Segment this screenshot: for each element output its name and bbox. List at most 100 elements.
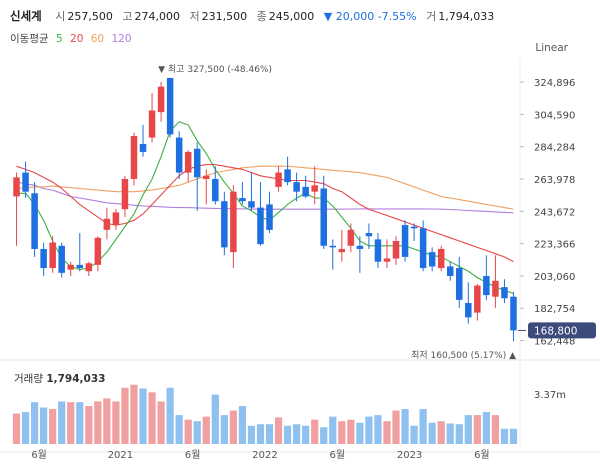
- candle: [401, 220, 409, 262]
- volume-bar: [356, 422, 364, 444]
- volume-bar: [166, 387, 174, 444]
- time-axis-label: 2021: [108, 450, 133, 461]
- volume-bar: [274, 417, 283, 444]
- volume-bar: [419, 409, 427, 444]
- volume-bar: [148, 392, 156, 444]
- candle: [437, 245, 445, 272]
- candle-body: [284, 169, 291, 183]
- low-annotation: 최저 160,500 (5.17%) ▲: [411, 350, 516, 361]
- volume-bar: [410, 425, 418, 444]
- time-axis-label: 6월: [330, 449, 346, 461]
- low-value: 231,500: [201, 10, 248, 23]
- candle-body: [365, 233, 373, 237]
- change-value: ▼ 20,000 -7.55%: [323, 10, 417, 23]
- candle: [85, 261, 93, 276]
- volume-bar: [30, 402, 39, 444]
- time-axis-label: 6월: [474, 449, 490, 461]
- price-tick-label: 182,754: [534, 304, 575, 315]
- ma60-line: [16, 165, 514, 210]
- ma-20[interactable]: 20: [70, 33, 84, 45]
- high-label: 고: [122, 10, 133, 23]
- candle-body: [419, 228, 427, 269]
- volume-bar: [40, 407, 48, 444]
- volume-panel-value: 1,794,033: [46, 373, 105, 385]
- volume-bar: [247, 425, 256, 444]
- price-tick-label: 203,060: [534, 272, 575, 283]
- candle-body: [401, 225, 409, 257]
- candle: [49, 236, 56, 273]
- price-tick-label: 162,448: [534, 337, 575, 348]
- candle: [121, 175, 129, 218]
- candle: [338, 229, 346, 262]
- moving-average-legend[interactable]: 이동평균 5 20 60 120: [10, 31, 136, 46]
- candle-body: [383, 258, 391, 262]
- volume-bar: [130, 384, 138, 444]
- volume-bar: [320, 427, 328, 444]
- volume-bar: [365, 416, 373, 444]
- candle: [275, 166, 282, 192]
- candle: [230, 185, 237, 269]
- candle-body: [275, 172, 282, 187]
- candle: [465, 282, 472, 324]
- candle-body: [203, 175, 210, 179]
- candle-body: [474, 285, 481, 313]
- candle: [483, 255, 490, 300]
- time-axis-label: 2022: [252, 450, 277, 461]
- grid-lines: [0, 60, 600, 453]
- volume-bar: [347, 419, 355, 444]
- candle: [248, 172, 255, 211]
- volume-bar: [49, 409, 57, 444]
- candle: [356, 236, 364, 273]
- ma-5[interactable]: 5: [55, 33, 63, 45]
- candle-body: [302, 186, 309, 197]
- ma-120[interactable]: 120: [111, 33, 132, 45]
- volume-bar: [428, 422, 436, 444]
- candle: [302, 175, 309, 199]
- candle: [456, 256, 463, 308]
- scale-selector[interactable]: Linear: [535, 42, 568, 54]
- candle-body: [492, 280, 499, 297]
- candle: [293, 172, 300, 202]
- candle-body: [338, 248, 346, 253]
- candle: [257, 182, 264, 246]
- ma20-line: [16, 164, 514, 263]
- candle: [166, 77, 174, 138]
- candle: [374, 233, 382, 269]
- volume-bar: [473, 415, 481, 444]
- price-tick-label: 243,672: [534, 207, 575, 218]
- time-axis: 6월 2021 6월 2022 6월 2023 6월: [31, 449, 489, 461]
- low-label: 저: [189, 10, 200, 23]
- candle-body: [257, 207, 264, 245]
- candle-body: [311, 185, 318, 192]
- volume-bar: [491, 415, 500, 444]
- candle-body: [67, 264, 74, 270]
- candle-body: [139, 143, 147, 152]
- candle-body: [374, 239, 382, 262]
- candle-body: [130, 136, 138, 179]
- annotations: ▼ 최고 327,500 (-48.46%) 최저 160,500 (5.17%)…: [158, 64, 516, 361]
- ma-60[interactable]: 60: [90, 33, 105, 45]
- candle-body: [428, 252, 436, 267]
- candle-body: [85, 263, 93, 272]
- time-axis-label: 2023: [397, 450, 422, 461]
- volume-bar: [220, 415, 228, 444]
- current-price-label: 168,800: [534, 325, 577, 337]
- volume-bar: [482, 412, 490, 444]
- stock-name: 신세계: [10, 9, 42, 23]
- candle: [284, 156, 291, 186]
- volume-bar: [383, 421, 391, 444]
- time-axis-label: 6월: [31, 449, 47, 461]
- price-tick-label: 263,978: [534, 175, 575, 186]
- candle-body: [94, 237, 102, 265]
- candle-body: [157, 86, 165, 113]
- volume-bar: [329, 416, 337, 444]
- candle-body: [148, 110, 156, 138]
- candle: [31, 182, 38, 257]
- candle-body: [266, 204, 273, 230]
- candle-body: [184, 151, 192, 173]
- candle-body: [410, 226, 418, 229]
- volume-bar: [157, 401, 165, 444]
- candle-body: [121, 178, 129, 210]
- candle: [184, 150, 192, 183]
- volume-bar: [283, 425, 292, 444]
